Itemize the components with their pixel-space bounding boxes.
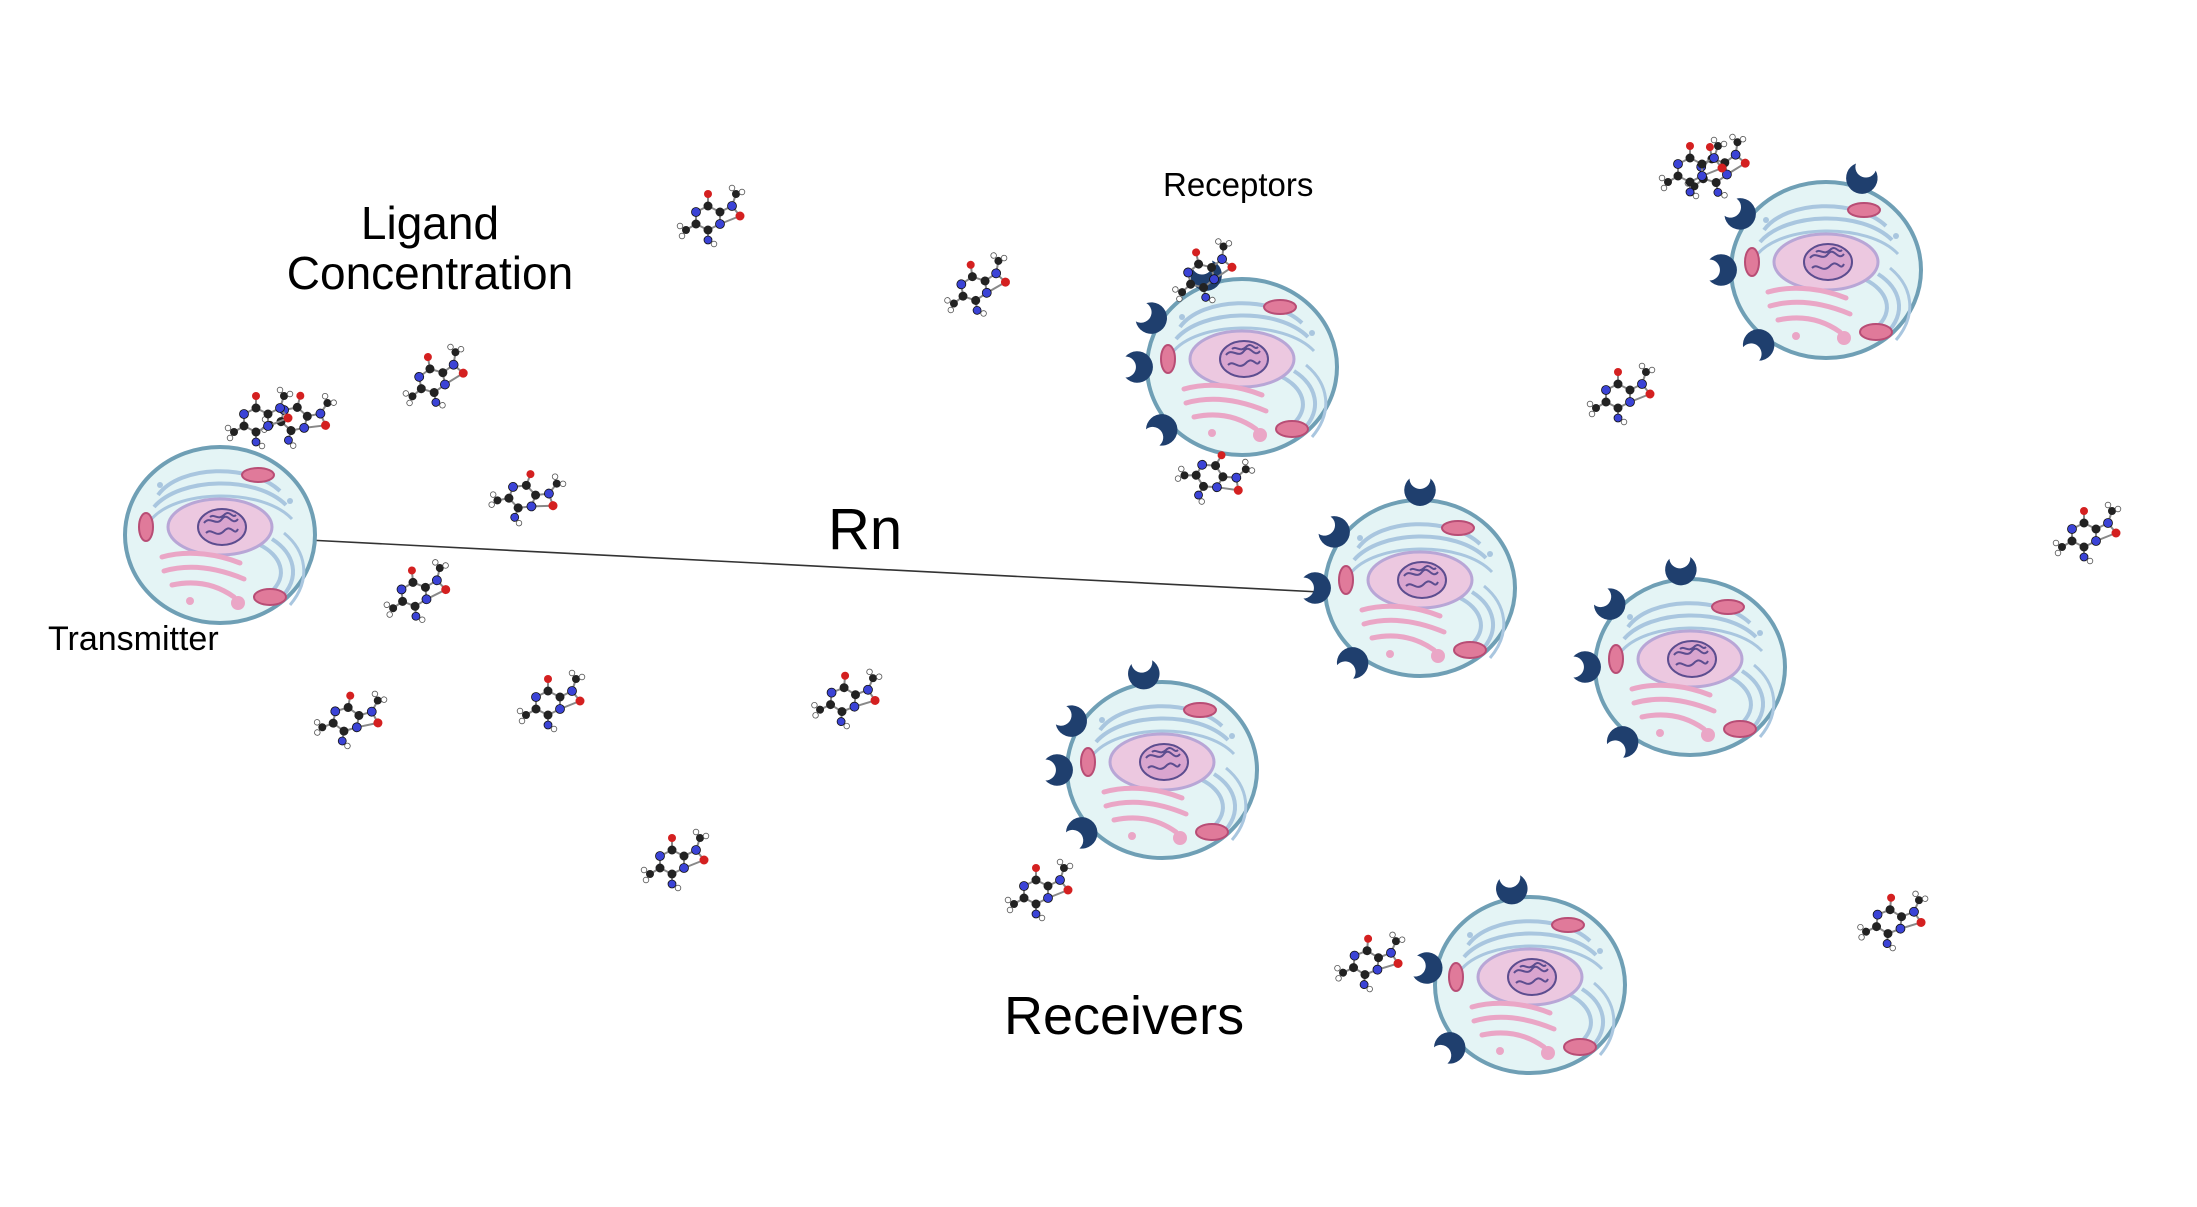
receivers-label: Receivers bbox=[1004, 986, 1245, 1046]
ligand-molecule-icon bbox=[2052, 501, 2122, 565]
ligand-molecule-icon bbox=[808, 663, 884, 733]
rn-label: Rn bbox=[828, 497, 903, 562]
ligand-molecule-icon bbox=[309, 680, 389, 756]
ligand-molecule-icon bbox=[379, 557, 455, 627]
ligand-molecule-icon bbox=[482, 454, 570, 538]
receptors-label: Receptors bbox=[1163, 166, 1314, 203]
ligand-molecule-icon bbox=[937, 249, 1016, 323]
ligand-concentration-label: Ligand Concentration bbox=[270, 198, 590, 298]
ligand-molecule-icon bbox=[1331, 926, 1407, 996]
ligand-molecule-icon bbox=[676, 184, 746, 248]
transmitter-label: Transmitter bbox=[48, 620, 219, 658]
ligand-molecule-icon bbox=[640, 828, 710, 892]
ligand-label-line1: Ligand bbox=[360, 197, 500, 249]
transmitter-cell-icon bbox=[125, 447, 315, 623]
rn-distance-line bbox=[307, 539, 1321, 593]
ligand-label-line2: Concentration bbox=[286, 247, 574, 299]
ligand-molecule-icon bbox=[395, 341, 475, 416]
ligand-molecule-icon bbox=[1854, 885, 1930, 955]
ligand-molecule-icon bbox=[1004, 858, 1074, 922]
ligand-molecule-icon bbox=[1586, 362, 1656, 426]
ligand-molecule-icon bbox=[516, 669, 586, 733]
